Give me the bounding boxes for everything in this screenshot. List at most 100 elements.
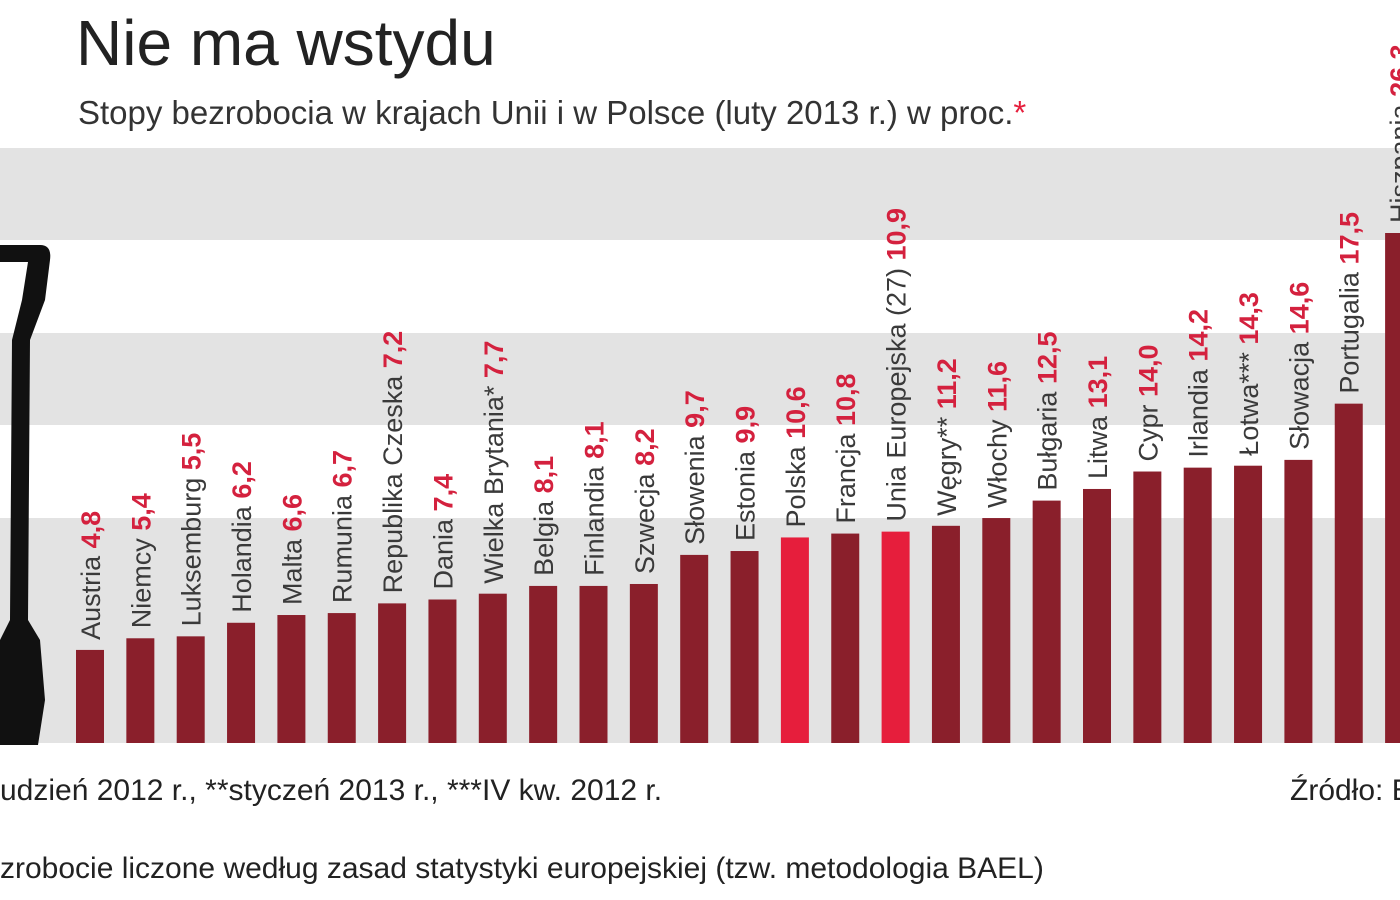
bar-label: Malta 6,6 — [277, 494, 307, 605]
value-label: 10,6 — [781, 386, 811, 439]
category-label: Rumunia — [328, 494, 358, 603]
bar — [881, 531, 910, 743]
bar — [1083, 488, 1111, 743]
bar — [378, 603, 407, 743]
category-label: Słowenia — [680, 434, 710, 545]
bar-label: Łotwa*** 14,3 — [1234, 292, 1264, 456]
bar — [227, 622, 256, 743]
category-label: Republika Czeska — [378, 375, 408, 594]
value-label: 9,7 — [680, 390, 710, 428]
bar — [327, 613, 356, 743]
bar — [931, 525, 960, 743]
bar — [76, 649, 104, 743]
category-label: Dania — [428, 518, 458, 590]
bar — [579, 585, 608, 743]
category-label: Unia Europejska (27) — [882, 268, 912, 522]
value-label: 14,6 — [1284, 282, 1314, 335]
category-label: Bułgaria — [1033, 391, 1063, 491]
category-label: Luksemburg — [177, 478, 207, 627]
category-label: Francja — [831, 433, 861, 524]
bar-label: Słowacja 14,6 — [1284, 282, 1314, 450]
category-label: Szwecja — [630, 472, 660, 574]
category-label: Niemcy — [126, 538, 156, 629]
value-label: 8,1 — [580, 421, 610, 459]
category-label: Finlandia — [580, 465, 610, 576]
bar — [629, 583, 658, 743]
bar-label: Finlandia 8,1 — [580, 421, 610, 576]
value-label: 10,9 — [882, 208, 912, 261]
subtitle-text: Stopy bezrobocia w krajach Unii i w Pols… — [78, 94, 1013, 131]
category-label: Belgia — [529, 500, 559, 576]
bar — [1032, 500, 1061, 743]
bar — [176, 636, 205, 743]
category-label: Cypr — [1133, 405, 1163, 462]
chart-subtitle: Stopy bezrobocia w krajach Unii i w Pols… — [78, 94, 1026, 131]
value-label: 26,3 — [1385, 44, 1400, 97]
bar-label: Niemcy 5,4 — [126, 493, 156, 628]
category-label: Holandia — [227, 505, 257, 613]
shovel-illustration — [0, 245, 51, 745]
bar-label: Belgia 8,1 — [529, 456, 559, 576]
bar — [680, 554, 709, 743]
value-label: 12,5 — [1033, 331, 1063, 384]
bar-label: Litwa 13,1 — [1083, 356, 1113, 479]
value-label: 17,5 — [1335, 212, 1365, 265]
value-label: 11,6 — [982, 361, 1012, 412]
category-label: Włochy — [982, 419, 1012, 508]
bar — [529, 585, 558, 743]
bar — [1284, 459, 1313, 743]
category-label: Węgry** — [932, 416, 962, 516]
category-label: Portugalia — [1335, 271, 1365, 394]
bar-label: Polska 10,6 — [781, 386, 811, 527]
bar — [277, 615, 306, 743]
category-label: Malta — [277, 538, 307, 605]
value-label: 6,7 — [328, 450, 358, 488]
bar-label: Słowenia 9,7 — [680, 390, 710, 545]
bar-label: Portugalia 17,5 — [1335, 212, 1365, 394]
bar-label: Bułgaria 12,5 — [1033, 331, 1063, 490]
bar — [428, 599, 457, 743]
band — [0, 333, 1400, 425]
bars: Austria 4,8 Niemcy 5,4 Luksemburg 5,5 Holan… — [76, 44, 1400, 743]
value-label: 14,0 — [1133, 344, 1163, 397]
bar — [831, 533, 860, 743]
value-label: 7,4 — [428, 474, 458, 512]
value-label: 14,2 — [1184, 309, 1214, 362]
value-label: 5,5 — [177, 433, 207, 471]
bar-label: Hiszpania 26,3 — [1385, 44, 1400, 223]
value-label: 4,8 — [76, 511, 106, 549]
bar-label: Rumunia 6,7 — [328, 450, 358, 603]
note: zrobocie liczone według zasad statystyki… — [0, 852, 1044, 885]
bar — [1334, 403, 1363, 743]
bar — [1385, 233, 1400, 743]
bar-label: Holandia 6,2 — [227, 461, 257, 613]
bar-label: Unia Europejska (27) 10,9 — [882, 208, 912, 522]
bar-label: Włochy 11,6 — [982, 361, 1012, 508]
category-label: Estonia — [731, 450, 761, 541]
category-label: Irlandia — [1184, 368, 1214, 458]
bar-label: Dania 7,4 — [428, 474, 458, 590]
band — [0, 148, 1400, 240]
category-label: Wielka Brytania* — [479, 385, 509, 584]
category-label: Litwa — [1083, 415, 1113, 479]
bar — [982, 518, 1011, 743]
category-label: Słowacja — [1284, 341, 1314, 450]
value-label: 10,8 — [831, 373, 861, 426]
value-label: 9,9 — [731, 406, 761, 444]
value-label: 6,2 — [227, 461, 257, 499]
value-label: 6,6 — [277, 494, 307, 532]
bar-label: Luksemburg 5,5 — [177, 433, 207, 627]
bar-label: Wielka Brytania* 7,7 — [479, 341, 509, 584]
bar — [1133, 471, 1162, 743]
category-label: Austria — [76, 555, 106, 640]
category-label: Polska — [781, 445, 811, 527]
value-label: 11,2 — [932, 358, 962, 409]
value-label: 5,4 — [126, 493, 156, 531]
bar-label: Irlandia 14,2 — [1184, 309, 1214, 458]
bar — [126, 638, 155, 743]
bar-label: Austria 4,8 — [76, 511, 106, 640]
category-label: Hiszpania — [1385, 103, 1400, 223]
bar-label: Cypr 14,0 — [1133, 344, 1163, 461]
bar-label: Węgry** 11,2 — [932, 358, 962, 516]
